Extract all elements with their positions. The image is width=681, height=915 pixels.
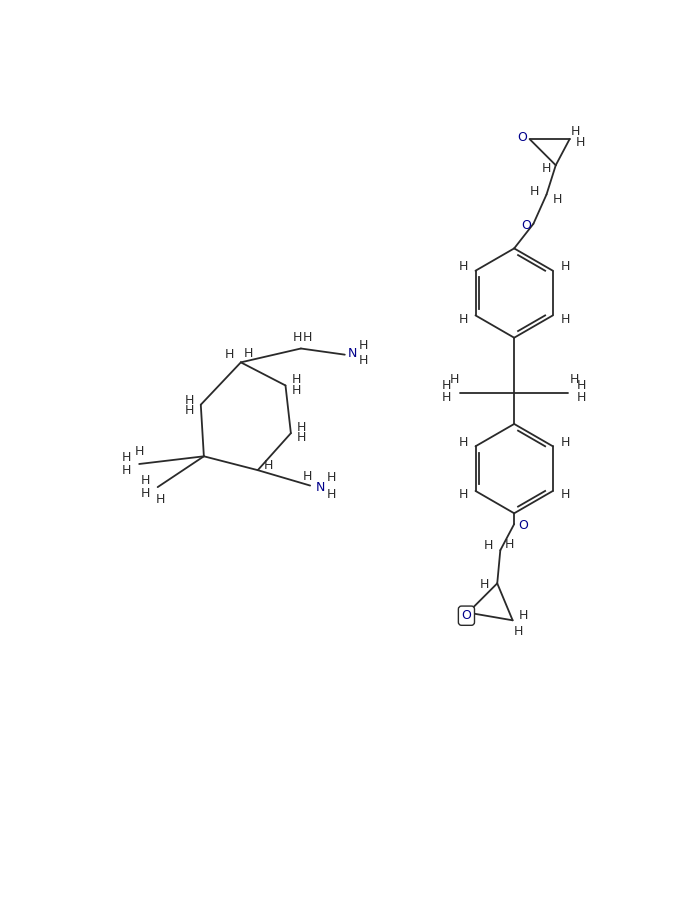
Text: N: N [316, 480, 326, 493]
Text: H: H [458, 489, 468, 501]
Text: H: H [530, 185, 539, 198]
Text: H: H [359, 354, 368, 367]
Text: H: H [302, 331, 312, 344]
Text: H: H [264, 459, 273, 472]
Text: H: H [141, 487, 150, 500]
Text: H: H [185, 404, 194, 417]
Text: O: O [518, 519, 528, 533]
Text: H: H [552, 193, 562, 206]
Text: H: H [156, 493, 165, 506]
Text: H: H [449, 372, 459, 386]
Text: H: H [327, 489, 336, 501]
Text: H: H [442, 391, 451, 404]
Text: H: H [442, 379, 451, 392]
Text: H: H [514, 625, 524, 638]
Text: H: H [122, 451, 131, 464]
Text: O: O [521, 219, 530, 231]
Text: H: H [560, 261, 570, 274]
Text: H: H [225, 349, 234, 361]
Text: H: H [569, 372, 579, 386]
Text: H: H [571, 124, 580, 138]
Text: O: O [518, 131, 528, 144]
Text: H: H [458, 261, 468, 274]
Text: H: H [244, 347, 253, 360]
Text: H: H [297, 421, 306, 434]
Text: H: H [575, 136, 585, 149]
Text: H: H [291, 372, 301, 386]
Text: H: H [359, 339, 368, 352]
Text: O: O [462, 609, 471, 622]
Text: H: H [122, 464, 131, 477]
Text: H: H [458, 436, 468, 449]
Text: H: H [560, 436, 570, 449]
Text: H: H [542, 162, 551, 175]
Text: H: H [327, 471, 336, 484]
Text: H: H [297, 431, 306, 445]
Text: H: H [458, 313, 468, 326]
Text: H: H [519, 609, 528, 622]
Text: H: H [291, 383, 301, 396]
Text: H: H [577, 391, 586, 404]
Text: H: H [292, 331, 302, 344]
Text: H: H [302, 469, 312, 483]
Text: H: H [560, 313, 570, 326]
Text: N: N [348, 347, 357, 360]
Text: H: H [185, 393, 194, 406]
Text: H: H [141, 475, 150, 488]
Text: H: H [577, 379, 586, 392]
Text: H: H [480, 578, 490, 591]
Text: H: H [135, 446, 144, 458]
Text: H: H [505, 538, 514, 551]
Text: H: H [560, 489, 570, 501]
Text: H: H [484, 539, 492, 552]
